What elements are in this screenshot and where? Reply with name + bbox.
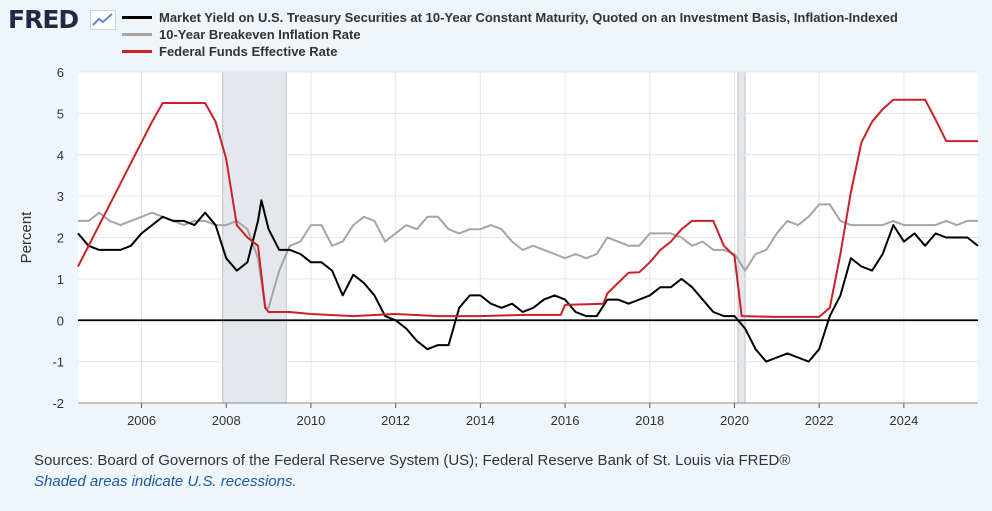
sources-text: Sources: Board of Governors of the Feder… xyxy=(34,452,791,469)
y-tick-label: 2 xyxy=(57,231,64,246)
legend-item-tips-yield[interactable]: Market Yield on U.S. Treasury Securities… xyxy=(122,9,898,26)
x-tick-label: 2008 xyxy=(212,413,241,428)
y-tick-label: 0 xyxy=(57,313,64,328)
x-tick-label: 2012 xyxy=(381,413,410,428)
y-tick-label: -1 xyxy=(52,355,64,370)
fred-logo[interactable]: FRED xyxy=(8,5,79,34)
y-axis-label: Percent xyxy=(18,211,35,264)
legend-label: Market Yield on U.S. Treasury Securities… xyxy=(159,10,898,25)
chart-header: FRED Market Yield on U.S. Treasury Secur… xyxy=(8,6,988,64)
line-chart: -2 -1 0 1 2 3 4 5 6 2006 2008 2010 2012 2014 2016 2018 2… xyxy=(18,65,979,428)
y-tick-label: 1 xyxy=(57,272,64,287)
series-line-tips-yield xyxy=(77,199,979,363)
chart-legend: Market Yield on U.S. Treasury Securities… xyxy=(122,9,898,60)
x-tick-label: 2006 xyxy=(127,413,156,428)
y-tick-label: 4 xyxy=(57,148,64,163)
recession-note: Shaded areas indicate U.S. recessions. xyxy=(34,473,297,490)
x-tick-label: 2018 xyxy=(635,413,664,428)
series-line-breakeven xyxy=(78,203,978,309)
legend-label: Federal Funds Effective Rate xyxy=(159,44,338,59)
chart-footer: Sources: Board of Governors of the Feder… xyxy=(34,450,790,492)
y-tick-label: 6 xyxy=(57,65,64,80)
legend-label: 10-Year Breakeven Inflation Rate xyxy=(159,27,361,42)
y-tick-label: 3 xyxy=(57,189,64,204)
legend-swatch xyxy=(122,16,152,19)
x-tick-label: 2024 xyxy=(889,413,918,428)
x-tick-label: 2010 xyxy=(296,413,325,428)
series-line-fed-funds xyxy=(77,98,978,318)
line-chart-icon xyxy=(90,10,116,30)
x-tick-label: 2016 xyxy=(551,413,580,428)
x-tick-label: 2022 xyxy=(805,413,834,428)
y-tick-label: -2 xyxy=(52,396,64,411)
x-tick-label: 2014 xyxy=(466,413,495,428)
legend-item-fed-funds[interactable]: Federal Funds Effective Rate xyxy=(122,43,898,60)
y-tick-label: 5 xyxy=(57,106,64,121)
legend-item-breakeven[interactable]: 10-Year Breakeven Inflation Rate xyxy=(122,26,898,43)
legend-swatch xyxy=(122,33,152,36)
legend-swatch xyxy=(122,50,152,53)
x-tick-label: 2020 xyxy=(720,413,749,428)
